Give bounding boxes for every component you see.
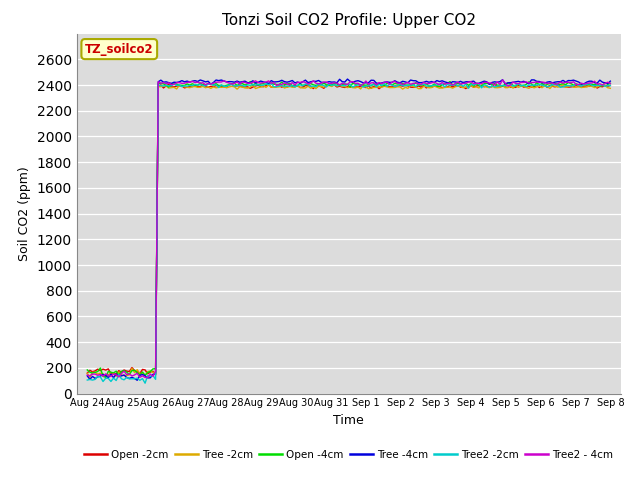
Y-axis label: Soil CO2 (ppm): Soil CO2 (ppm)	[18, 166, 31, 261]
X-axis label: Time: Time	[333, 414, 364, 427]
Text: TZ_soilco2: TZ_soilco2	[85, 43, 154, 56]
Title: Tonzi Soil CO2 Profile: Upper CO2: Tonzi Soil CO2 Profile: Upper CO2	[222, 13, 476, 28]
Legend: Open -2cm, Tree -2cm, Open -4cm, Tree -4cm, Tree2 -2cm, Tree2 - 4cm: Open -2cm, Tree -2cm, Open -4cm, Tree -4…	[80, 445, 618, 464]
